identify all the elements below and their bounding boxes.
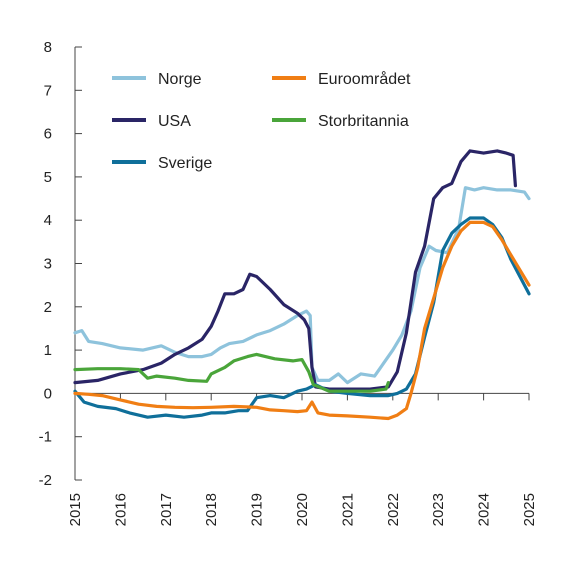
x-axis: 2015 2016 2017 2018 2019 2020 2021 2022 2023 2024…	[67, 392, 538, 526]
legend-label-euroomr-det: Euroområdet	[318, 70, 411, 88]
x-tick-label: 2019	[249, 493, 266, 526]
legend-label-usa: USA	[158, 113, 191, 130]
x-tick-label: 2022	[385, 493, 402, 526]
x-tick-label: 2023	[430, 493, 447, 526]
x-tick-label: 2015	[67, 493, 84, 526]
legend-label-norge: Norge	[158, 71, 202, 88]
series-line-usa	[73, 149, 517, 391]
y-tick-label: 4	[44, 212, 52, 229]
legend: Norge USA Sverige Euroområdet Storbritannia	[112, 70, 411, 172]
y-tick-label: 5	[44, 169, 52, 186]
x-tick-label: 2021	[339, 493, 356, 526]
y-tick-label: 8	[44, 39, 52, 56]
x-tick-label: 2016	[112, 493, 129, 526]
y-tick-label: -1	[39, 429, 52, 446]
x-tick-label: 2020	[294, 493, 311, 526]
series-lines	[73, 149, 531, 421]
x-tick-label: 2017	[158, 493, 175, 526]
y-tick-label: -2	[39, 472, 52, 489]
y-tick-label: 2	[44, 299, 52, 316]
y-tick-label: 3	[44, 256, 52, 273]
x-tick-label: 2025	[521, 493, 538, 526]
x-tick-label: 2024	[476, 493, 493, 526]
y-tick-label: 6	[44, 126, 52, 143]
y-tick-label: 7	[44, 82, 52, 99]
y-tick-label: 0	[44, 385, 52, 402]
legend-label-sverige: Sverige	[158, 155, 212, 172]
y-axis: -2 -1 0 1 2 3 4 5 6 7 8	[39, 39, 82, 489]
series-line-storbritannia	[73, 352, 390, 393]
y-tick-label: 1	[44, 342, 52, 359]
x-tick-label: 2018	[203, 493, 220, 526]
legend-label-storbritannia: Storbritannia	[318, 113, 409, 130]
series-line-euroomr-det	[73, 220, 531, 421]
series-line-norge	[73, 186, 531, 385]
